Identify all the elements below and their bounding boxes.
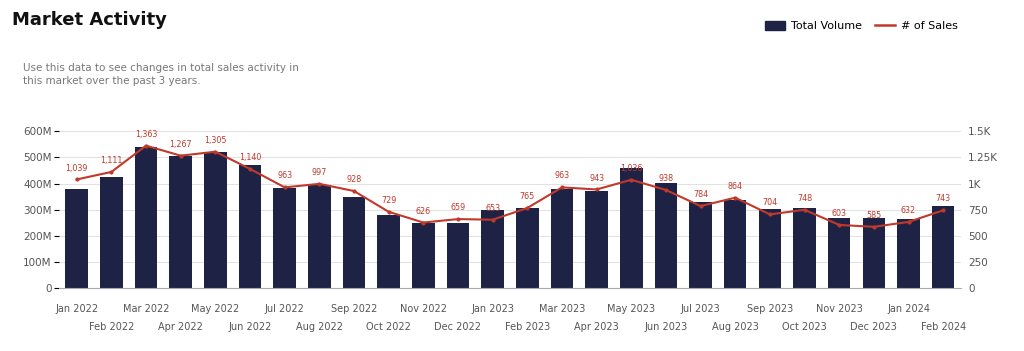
Text: 729: 729 xyxy=(381,196,396,205)
Text: Dec 2023: Dec 2023 xyxy=(850,322,897,332)
Text: 659: 659 xyxy=(451,203,466,212)
Bar xyxy=(273,188,296,288)
Bar xyxy=(724,200,746,288)
Text: Jan 2023: Jan 2023 xyxy=(471,304,514,314)
Text: 1,305: 1,305 xyxy=(204,136,226,145)
Text: 653: 653 xyxy=(485,204,500,213)
Text: 1,039: 1,039 xyxy=(66,164,88,172)
Text: Nov 2022: Nov 2022 xyxy=(399,304,446,314)
Bar xyxy=(551,189,573,288)
Text: Feb 2023: Feb 2023 xyxy=(505,322,550,332)
Text: Aug 2022: Aug 2022 xyxy=(296,322,343,332)
Text: 1,111: 1,111 xyxy=(100,156,123,165)
Text: Aug 2023: Aug 2023 xyxy=(712,322,759,332)
Text: May 2022: May 2022 xyxy=(191,304,240,314)
Bar xyxy=(100,177,123,288)
Text: Oct 2023: Oct 2023 xyxy=(782,322,827,332)
Text: 1,363: 1,363 xyxy=(135,130,158,139)
Bar xyxy=(204,152,226,288)
Text: Jan 2024: Jan 2024 xyxy=(887,304,930,314)
Bar xyxy=(932,206,954,288)
Text: May 2023: May 2023 xyxy=(607,304,655,314)
Text: 938: 938 xyxy=(658,174,674,183)
Text: Jun 2023: Jun 2023 xyxy=(644,322,687,332)
Bar xyxy=(446,223,469,288)
Bar xyxy=(620,168,642,288)
Text: Mar 2022: Mar 2022 xyxy=(123,304,169,314)
Bar xyxy=(689,202,712,288)
Text: Apr 2023: Apr 2023 xyxy=(574,322,618,332)
Bar xyxy=(308,185,331,288)
Bar xyxy=(516,207,539,288)
Text: 784: 784 xyxy=(693,190,709,199)
Text: 626: 626 xyxy=(416,207,431,216)
Bar xyxy=(794,207,816,288)
Bar xyxy=(862,218,885,288)
Text: 997: 997 xyxy=(311,168,327,177)
Bar xyxy=(586,191,608,288)
Text: Jul 2022: Jul 2022 xyxy=(265,304,304,314)
Text: Sep 2022: Sep 2022 xyxy=(331,304,377,314)
Text: Feb 2022: Feb 2022 xyxy=(89,322,134,332)
Text: 765: 765 xyxy=(519,192,535,201)
Text: 603: 603 xyxy=(831,209,847,218)
Text: 928: 928 xyxy=(346,175,361,184)
Text: 748: 748 xyxy=(797,194,812,203)
Text: Feb 2024: Feb 2024 xyxy=(921,322,966,332)
Legend: Total Volume, # of Sales: Total Volume, # of Sales xyxy=(761,16,963,35)
Text: 963: 963 xyxy=(278,171,292,180)
Bar xyxy=(135,147,158,288)
Text: Apr 2022: Apr 2022 xyxy=(159,322,203,332)
Text: Jan 2022: Jan 2022 xyxy=(55,304,98,314)
Bar xyxy=(378,215,400,288)
Text: Use this data to see changes in total sales activity in
this market over the pas: Use this data to see changes in total sa… xyxy=(23,63,298,86)
Bar xyxy=(412,224,434,288)
Bar xyxy=(169,156,191,288)
Text: Jun 2022: Jun 2022 xyxy=(228,322,271,332)
Bar xyxy=(66,189,88,288)
Text: 1,036: 1,036 xyxy=(621,164,642,173)
Text: 585: 585 xyxy=(866,211,882,220)
Text: Oct 2022: Oct 2022 xyxy=(367,322,411,332)
Bar xyxy=(897,219,920,288)
Text: Sep 2023: Sep 2023 xyxy=(746,304,793,314)
Text: 1,140: 1,140 xyxy=(239,153,261,162)
Text: Jul 2023: Jul 2023 xyxy=(681,304,721,314)
Text: 632: 632 xyxy=(901,206,916,215)
Bar xyxy=(759,209,781,288)
Text: 743: 743 xyxy=(936,194,950,203)
Text: Nov 2023: Nov 2023 xyxy=(816,304,862,314)
Text: 1,267: 1,267 xyxy=(169,140,193,149)
Bar xyxy=(654,183,677,288)
Bar xyxy=(343,197,366,288)
Text: 704: 704 xyxy=(762,198,777,207)
Text: 864: 864 xyxy=(728,182,742,191)
Text: 943: 943 xyxy=(589,173,604,183)
Bar xyxy=(239,165,261,288)
Bar xyxy=(828,218,851,288)
Text: Market Activity: Market Activity xyxy=(12,11,167,28)
Text: 963: 963 xyxy=(554,171,569,180)
Bar xyxy=(481,210,504,288)
Text: Mar 2023: Mar 2023 xyxy=(539,304,585,314)
Text: Dec 2022: Dec 2022 xyxy=(434,322,481,332)
